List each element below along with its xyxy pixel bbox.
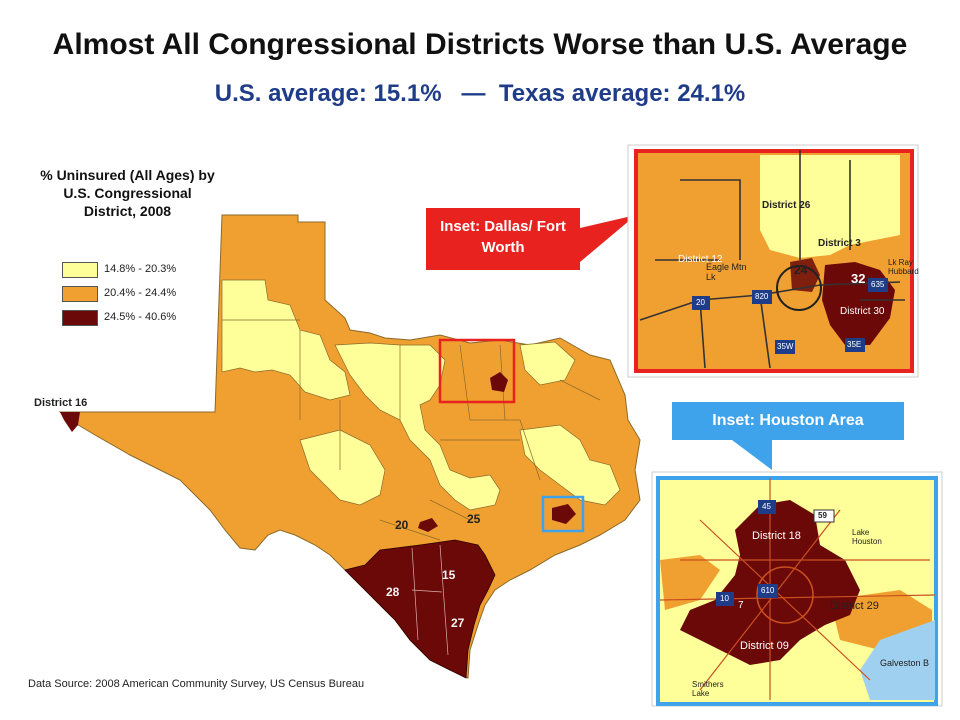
houston-smithers-label: Smithers Lake <box>692 680 724 698</box>
houston-callout: Inset: Houston Area <box>672 402 904 440</box>
dallas-district-30-label: District 30 <box>840 306 885 317</box>
houston-high-spot <box>552 504 576 524</box>
legend-swatch-high <box>62 310 98 326</box>
houston-district-18-label: District 18 <box>752 530 801 542</box>
houston-inset-mid-region <box>660 555 932 650</box>
dallas-i35e-shield: 35E <box>847 340 862 349</box>
legend-label-high: 24.5% - 40.6% <box>104 311 177 323</box>
south-district-lines <box>411 544 449 656</box>
dallas-district-26-label: District 26 <box>762 200 811 211</box>
legend-title: % Uninsured (All Ages) by U.S. Congressi… <box>40 167 215 219</box>
houston-inset-water <box>860 620 935 700</box>
panhandle-low-region <box>221 279 351 401</box>
page-title: Almost All Congressional Districts Worse… <box>52 28 908 61</box>
dallas-i635-shield: 635 <box>871 280 885 289</box>
el-paso-high-region <box>60 412 80 432</box>
dallas-i820-shield: 820 <box>755 292 769 301</box>
houston-i45-shield: 45 <box>762 502 771 511</box>
data-source-note: Data Source: 2008 American Community Sur… <box>28 678 365 690</box>
district-15-label: 15 <box>442 568 456 582</box>
legend-label-low: 14.8% - 20.3% <box>104 263 177 275</box>
houston-galveston-label: Galveston B <box>880 658 930 668</box>
houston-inset-marker <box>541 495 585 533</box>
district-28-label: 28 <box>386 585 400 599</box>
dallas-i20-shield: 20 <box>696 298 705 307</box>
houston-lake-label: Lake Houston <box>852 528 882 546</box>
houston-i610-shield: 610 <box>761 586 775 595</box>
hill-low-region <box>299 429 386 506</box>
dallas-high-spot <box>490 372 508 392</box>
page-subtitle: U.S. average: 15.1% — Texas average: 24.… <box>214 80 746 107</box>
dallas-inset-marker <box>438 338 516 404</box>
dallas-24-label: 24 <box>794 263 808 277</box>
dallas-district-3-label: District 3 <box>818 238 861 249</box>
district-16-label: District 16 <box>34 397 88 409</box>
dallas-32-label: 32 <box>851 271 866 286</box>
south-texas-high-region <box>344 539 496 679</box>
houston-district-29-label: District 29 <box>830 600 879 612</box>
dallas-i35w-shield: 35W <box>777 342 794 351</box>
northeast-low-region <box>519 341 576 386</box>
dallas-callout: Inset: Dallas/ Fort Worth <box>426 208 580 270</box>
east-low-region <box>519 424 621 506</box>
houston-callout-pointer <box>732 440 772 470</box>
dallas-inset-low-region <box>760 155 900 258</box>
san-antonio-high-spot <box>418 518 438 532</box>
dallas-callout-pointer <box>580 215 636 262</box>
district-27-label: 27 <box>451 616 465 630</box>
dallas-eagle-label: Eagle Mtn Lk <box>706 262 747 282</box>
houston-7-label: 7 <box>738 600 744 611</box>
legend-label-mid: 20.4% - 24.4% <box>104 287 177 299</box>
district-20-label: 20 <box>395 518 409 532</box>
houston-i10-shield: 10 <box>720 594 729 603</box>
dallas-district-12-label: District 12 <box>678 254 723 265</box>
district-25-label: 25 <box>467 512 481 526</box>
legend-swatch-mid <box>62 286 98 302</box>
houston-us59-shield: 59 <box>818 511 827 520</box>
dallas-lk-ray-label: Lk Ray Hubbard <box>888 258 919 276</box>
legend-swatch-low <box>62 262 98 278</box>
houston-district-09-label: District 09 <box>740 640 789 652</box>
